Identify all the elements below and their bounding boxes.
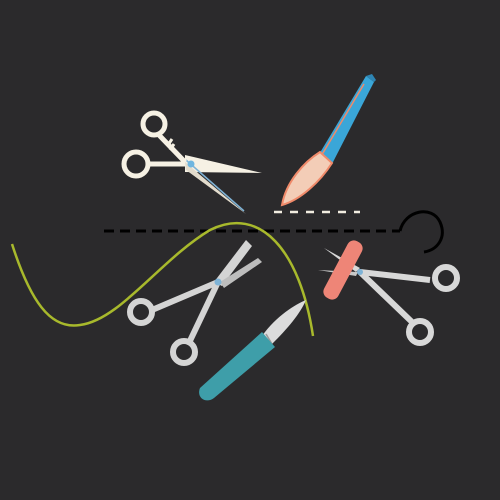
hemostat-clamp-icon xyxy=(318,240,460,346)
suture-thread-icon xyxy=(10,221,315,337)
blue-scalpel-icon xyxy=(280,74,376,207)
dashed-incision-line-icon xyxy=(104,210,444,254)
surgical-scissors-icon xyxy=(127,240,262,366)
teal-scalpel-icon xyxy=(199,300,306,401)
white-scissors-icon xyxy=(121,110,262,214)
